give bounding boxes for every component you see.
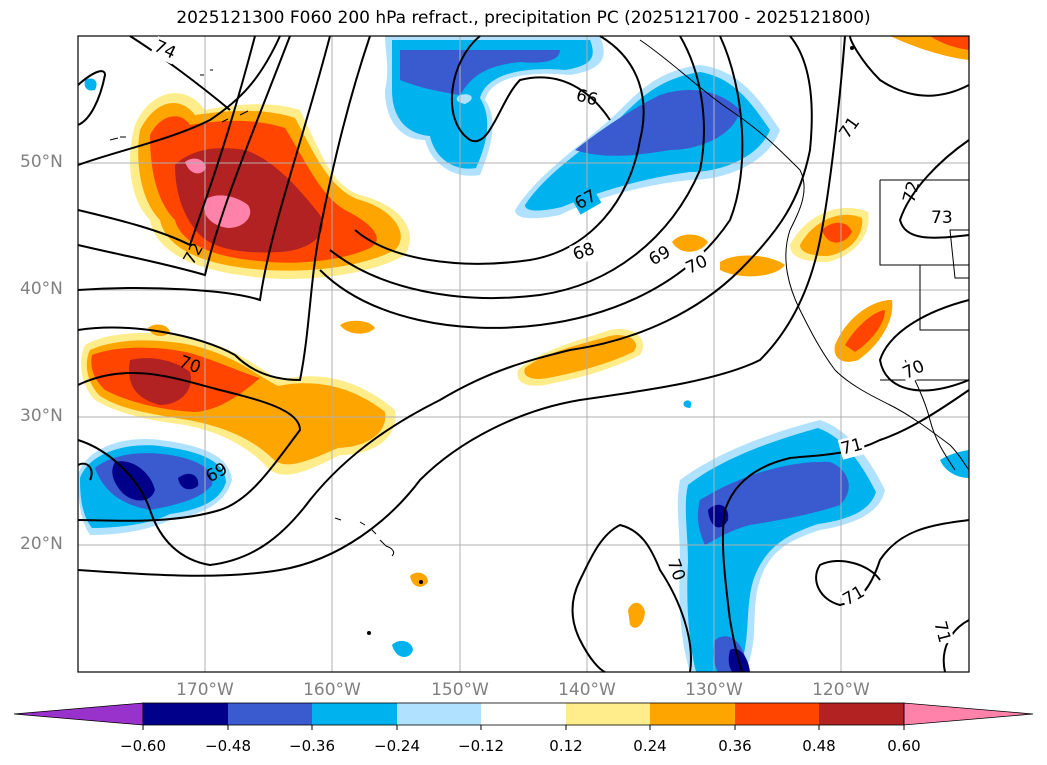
lat-label-50n: 50°N xyxy=(20,152,63,172)
colorbar-tick-label: 0.60 xyxy=(887,737,921,755)
map-frame xyxy=(77,35,970,673)
grid-lines xyxy=(78,36,969,672)
lon-label-120w: 120°W xyxy=(812,680,870,700)
colorbar-extend-low xyxy=(13,702,144,726)
colorbar-bin xyxy=(312,703,397,725)
colorbar-tick-label: −0.24 xyxy=(374,737,420,755)
lat-label-40n: 40°N xyxy=(20,279,63,299)
colorbar-tick-label: 0.36 xyxy=(718,737,752,755)
colorbar-bin xyxy=(228,703,312,725)
colorbar-bin xyxy=(397,703,481,725)
contour-lines xyxy=(77,35,970,673)
colorbar-tick-label: 0.24 xyxy=(633,737,667,755)
colorbar-tick-label: −0.12 xyxy=(458,737,504,755)
colorbar-tick-label: 0.12 xyxy=(549,737,583,755)
precip-shading xyxy=(78,36,969,672)
lat-label-30n: 30°N xyxy=(20,406,63,426)
small-features xyxy=(367,46,854,635)
colorbar-tick-label: −0.48 xyxy=(205,737,251,755)
colorbar-bin xyxy=(566,703,650,725)
colorbar-tick-label: −0.60 xyxy=(120,737,166,755)
colorbar-bin xyxy=(735,703,819,725)
colorbar-tick-label: 0.48 xyxy=(802,737,836,755)
lon-label-140w: 140°W xyxy=(558,680,616,700)
lon-label-170w: 170°W xyxy=(176,680,234,700)
colorbar-extend-high xyxy=(903,702,1034,726)
colorbar-bin xyxy=(143,703,228,725)
colorbar-bin xyxy=(481,703,566,725)
lon-label-130w: 130°W xyxy=(685,680,743,700)
colorbar-bin xyxy=(650,703,735,725)
lon-label-160w: 160°W xyxy=(303,680,361,700)
colorbar-bin xyxy=(819,703,904,725)
lat-label-20n: 20°N xyxy=(20,534,63,554)
contour-label: 73 xyxy=(930,208,954,228)
colorbar xyxy=(13,702,1034,730)
colorbar-tick-label: −0.36 xyxy=(289,737,335,755)
lon-label-150w: 150°W xyxy=(431,680,489,700)
chart-title: 2025121300 F060 200 hPa refract., precip… xyxy=(176,8,871,28)
